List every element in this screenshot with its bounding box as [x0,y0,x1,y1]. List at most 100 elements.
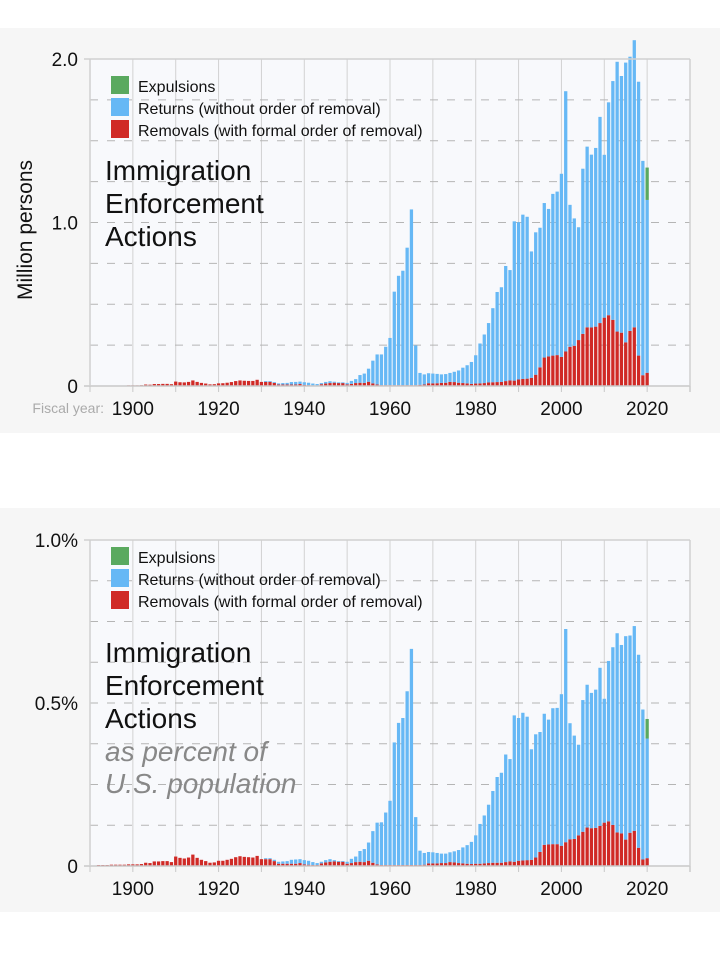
bar-returns [366,842,371,861]
bar-removals [602,822,606,866]
chart-title-line-1: Immigration [105,637,251,668]
bar-removals [178,382,182,386]
bar-removals [354,862,358,866]
bar-removals [512,380,516,386]
bar-removals [542,844,546,866]
bar-removals [641,375,645,386]
bar-returns [641,709,645,860]
bar-removals [268,381,272,386]
bar-removals [478,863,482,866]
chart-title-line-1: Immigration [105,155,251,186]
bar-removals [499,381,504,386]
bar-returns [302,860,306,865]
bar-removals [426,863,431,866]
bar-removals [221,860,225,866]
y-tick-label: 1.0% [35,531,78,552]
bar-removals [186,857,191,866]
bar-removals [332,382,336,386]
legend-swatch-removals [111,591,129,609]
bar-returns [379,354,384,386]
bar-removals [486,863,491,866]
bar-returns [422,852,426,865]
bar-returns [456,370,461,383]
bar-removals [199,382,204,386]
chart-title-line-2: Enforcement [105,670,264,701]
bar-removals [199,859,204,866]
bar-returns [426,373,431,384]
bar-removals [538,367,542,386]
bar-returns [444,374,448,383]
bar-removals [375,864,379,866]
bar-returns [431,373,435,384]
bar-removals [628,832,632,866]
bar-returns [366,368,371,382]
bar-removals [255,379,259,386]
bar-returns [615,61,619,332]
bar-returns [414,817,418,866]
bar-returns [482,815,486,864]
y-tick-label: 0 [67,377,78,398]
bar-returns [396,722,401,866]
bar-removals [212,384,216,386]
bar-removals [354,383,358,386]
chart-percent: 1900 1920 1940 1960 1980 2000 2020 0 0.5% 1.0% Ex… [35,531,691,900]
x-tick-label: 1960 [369,399,411,420]
bar-removals [439,382,444,386]
bar-removals [581,333,585,386]
bar-removals [336,382,341,386]
legend: Expulsions Returns (without order of rem… [111,547,423,611]
x-tick-label: 1900 [112,879,154,900]
bar-returns [289,859,294,864]
bar-returns [474,835,478,864]
bar-returns [615,633,619,833]
bar-removals [448,862,452,866]
bar-removals [204,383,208,386]
bar-removals [161,383,165,386]
bar-removals [225,859,229,866]
bar-removals [169,862,174,866]
bar-removals [611,824,615,866]
bar-returns [461,847,465,864]
bar-returns [486,804,491,864]
bar-removals [435,863,439,866]
bar-removals [469,383,474,386]
bar-removals [508,380,512,386]
bar-returns [611,81,615,320]
bar-removals [195,381,199,386]
bar-removals [144,862,148,866]
bar-returns [504,754,508,863]
bar-returns [328,381,332,384]
x-tick-label: 1980 [455,879,497,900]
bar-returns [324,860,328,863]
bar-removals [512,861,516,866]
bar-removals [559,356,564,386]
bar-returns [559,173,564,357]
bar-returns [624,62,628,343]
bar-returns [264,381,268,382]
bar-returns [294,381,298,385]
bar-returns [401,717,405,866]
bar-returns [444,853,448,864]
bar-removals [606,821,611,866]
legend-swatch-expulsions [111,547,129,565]
bar-returns [619,76,624,333]
chart-title-line-2: Enforcement [105,188,264,219]
bar-returns [414,345,418,386]
bar-returns [272,859,276,862]
bar-removals [242,380,246,386]
bar-returns [298,381,302,385]
bar-removals [624,839,628,866]
x-axis-label: Fiscal year: [32,400,104,416]
bar-removals [594,326,598,386]
bar-removals [289,863,294,866]
bar-removals [624,342,628,386]
bar-returns [534,232,538,375]
bar-returns [285,861,289,864]
bar-removals [551,355,555,386]
bar-removals [474,863,478,866]
bar-removals [135,864,139,866]
bar-returns [405,247,409,386]
bar-returns [508,270,512,381]
bar-removals [499,862,504,866]
bar-returns [606,660,611,822]
